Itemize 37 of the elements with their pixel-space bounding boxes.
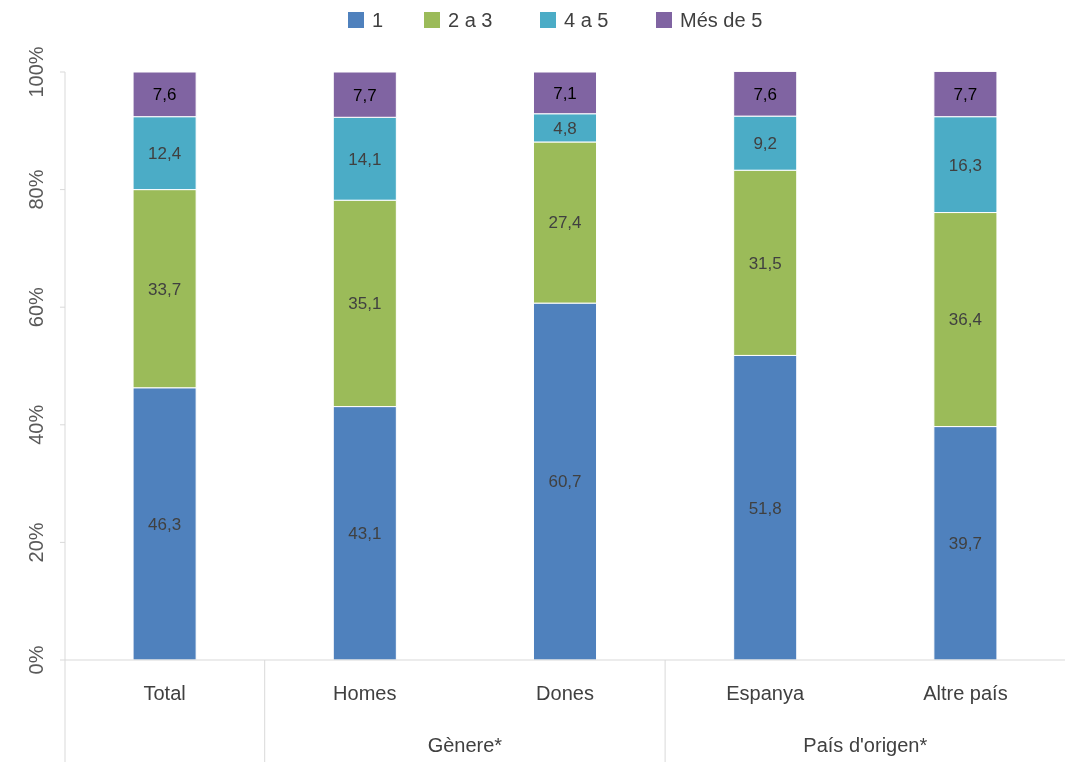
- data-label: 27,4: [548, 213, 582, 233]
- legend-label: 2 a 3: [448, 9, 493, 31]
- y-tick-label: 0%: [25, 645, 47, 675]
- data-label: 12,4: [148, 144, 182, 164]
- y-tick-label: 80%: [25, 169, 47, 210]
- legend-label: Més de 5: [680, 9, 763, 31]
- legend-label: 4 a 5: [564, 9, 609, 31]
- legend-label: 1: [372, 9, 384, 31]
- data-label: 4,8: [553, 118, 577, 138]
- y-tick-label: 20%: [25, 522, 47, 563]
- data-label: 7,6: [753, 84, 778, 104]
- data-label: 7,1: [553, 83, 577, 103]
- y-tick-label: 60%: [25, 286, 47, 328]
- data-label: 46,3: [148, 514, 182, 534]
- data-label: 60,7: [548, 472, 582, 492]
- data-label: 7,7: [352, 85, 377, 105]
- y-tick-label: 100%: [25, 46, 47, 98]
- data-label: 9,2: [753, 134, 778, 154]
- data-label: 16,3: [948, 155, 982, 175]
- y-tick-label: 40%: [25, 404, 47, 445]
- x-tick-label: Total: [143, 682, 186, 704]
- data-label: 7,7: [953, 85, 978, 104]
- data-label: 35,1: [348, 294, 382, 314]
- text: País d'origen*: [803, 734, 928, 756]
- data-label: 51,8: [748, 498, 782, 518]
- x-tick-label: Dones: [536, 682, 594, 704]
- x-tick-label: Espanya: [726, 682, 805, 704]
- data-label: 7,6: [152, 85, 177, 105]
- data-label: 36,4: [948, 310, 982, 330]
- text: Gènere*: [427, 734, 503, 756]
- data-label: 33,7: [148, 279, 182, 299]
- data-label: 43,1: [348, 524, 382, 544]
- data-label: 31,5: [748, 253, 782, 273]
- data-label: 14,1: [348, 149, 382, 169]
- x-tick-label: Homes: [333, 682, 397, 704]
- data-label: 39,7: [948, 534, 982, 554]
- x-tick-label: Altre país: [923, 682, 1008, 704]
